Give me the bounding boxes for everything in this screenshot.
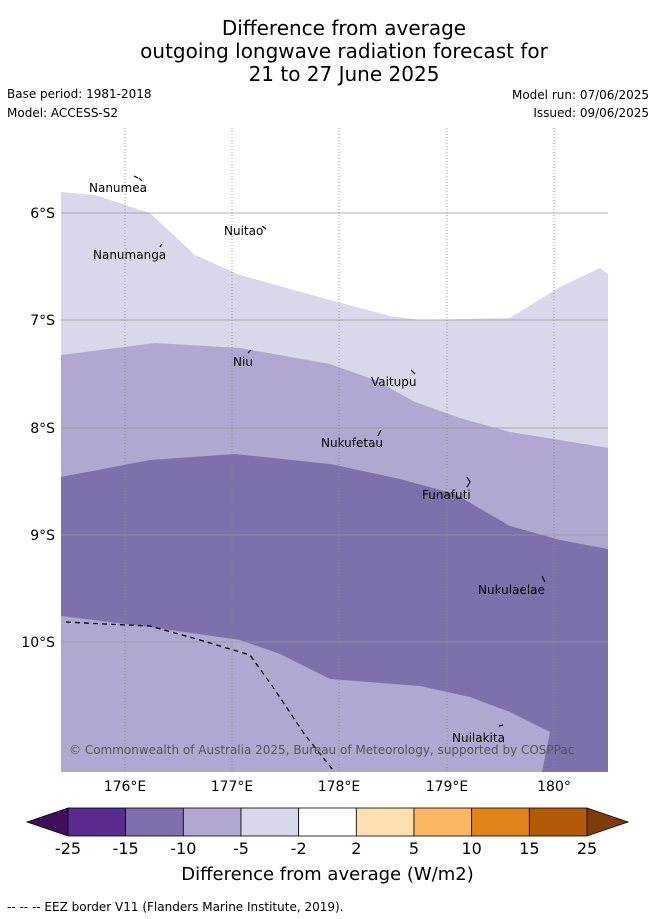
colorbar-segment	[413, 807, 473, 837]
colorbar-tick-label: -5	[233, 839, 249, 858]
colorbar-tick-label: -25	[54, 839, 82, 858]
olr-anomaly-map: Nanumea Nuitao Nanumanga Niu Vaitupu Nuk…	[21, 128, 608, 795]
title-line-3: 21 to 27 June 2025	[248, 62, 440, 86]
model-run-text: Model run: 07/06/2025	[511, 88, 649, 102]
lat-label-10s: 10°S	[21, 635, 55, 651]
map-title: Difference from average outgoing longwav…	[0, 17, 655, 86]
lon-label-177e: 177°E	[211, 779, 254, 795]
lon-label-179e: 179°E	[426, 779, 469, 795]
colorbar-high-extension	[586, 807, 630, 837]
colorbar-tick-label: 15	[519, 839, 540, 858]
latitude-lines	[61, 212, 608, 643]
colorbar-segment	[240, 807, 300, 837]
place-label-nanumanga: Nanumanga	[93, 248, 166, 262]
lat-label-6s: 6°S	[30, 206, 55, 222]
colorbar-low-extension	[25, 807, 69, 837]
colorbar-segment	[67, 807, 127, 837]
place-label-vaitupu: Vaitupu	[371, 375, 417, 389]
eez-border	[65, 621, 334, 771]
lat-label-8s: 8°S	[30, 421, 55, 437]
model-text: Model: ACCESS-S2	[7, 106, 119, 120]
title-line-2: outgoing longwave radiation forecast for	[140, 39, 548, 63]
issued-text: Issued: 09/06/2025	[533, 106, 649, 120]
place-label-nukulaelae: Nukulaelae	[478, 583, 545, 597]
colorbar-segment	[528, 807, 588, 837]
place-label-nuilakita: Nuilakita	[452, 731, 505, 745]
colorbar-tick-label: -15	[112, 839, 139, 858]
base-period-text: Base period: 1981-2018	[7, 87, 152, 101]
place-label-funafuti: Funafuti	[422, 488, 471, 502]
title-line-1: Difference from average	[221, 16, 467, 40]
colorbar-tick-label: -2	[290, 839, 307, 858]
eez-legend-text: -- -- -- EEZ border V11 (Flanders Marine…	[7, 900, 344, 914]
place-label-nukufetau: Nukufetau	[321, 436, 383, 450]
place-label-niu: Niu	[233, 355, 253, 369]
colorbar-tick-label: 5	[408, 839, 420, 858]
colorbar-segment	[298, 807, 357, 837]
lon-label-180: 180°	[537, 779, 571, 795]
colorbar-segment	[355, 807, 415, 837]
colorbar-tick-label: 10	[461, 839, 482, 858]
colorbar	[25, 807, 630, 837]
lat-label-7s: 7°S	[30, 313, 55, 329]
lon-label-178e: 178°E	[318, 779, 361, 795]
graticule	[124, 128, 555, 772]
place-label-nuitao: Nuitao	[224, 224, 263, 238]
place-label-nanumea: Nanumea	[89, 181, 147, 195]
anomaly-band-minus10-south	[61, 616, 550, 772]
copyright-notice: © Commonwealth of Australia 2025, Bureau…	[69, 743, 574, 757]
colorbar-segment	[182, 807, 242, 837]
colorbar-tick-label: 2	[351, 839, 362, 858]
colorbar-label: Difference from average (W/m2)	[181, 864, 474, 885]
lon-label-176e: 176°E	[104, 779, 147, 795]
island-marks	[133, 175, 546, 727]
colorbar-segment	[125, 807, 184, 837]
lat-label-9s: 9°S	[30, 528, 55, 544]
colorbar-tick-label: -10	[170, 839, 197, 858]
colorbar-segment	[471, 807, 530, 837]
colorbar-tick-label: 25	[576, 839, 598, 858]
